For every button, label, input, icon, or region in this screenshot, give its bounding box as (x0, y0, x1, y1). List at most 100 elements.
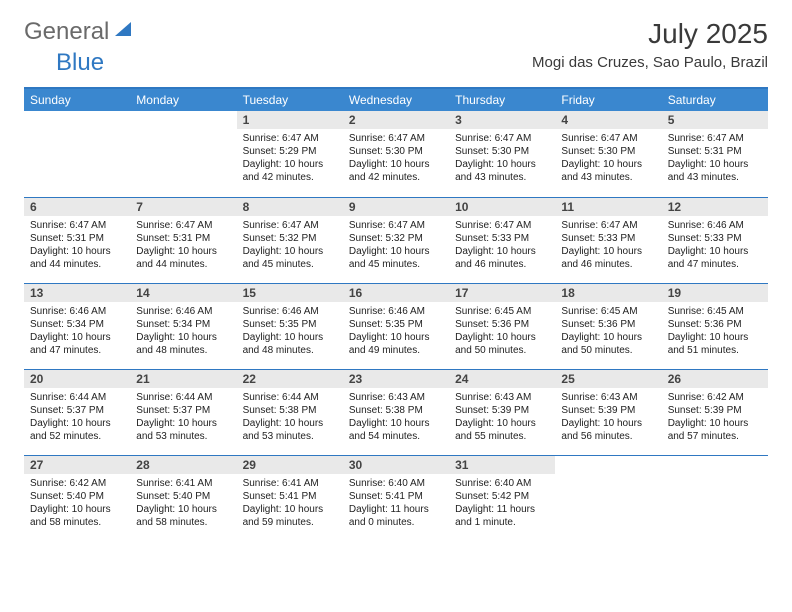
col-monday: Monday (130, 88, 236, 111)
day-details: Sunrise: 6:47 AMSunset: 5:31 PMDaylight:… (24, 216, 130, 275)
day-number: 6 (24, 197, 130, 216)
day-details: Sunrise: 6:40 AMSunset: 5:42 PMDaylight:… (449, 474, 555, 533)
day-header-row: Sunday Monday Tuesday Wednesday Thursday… (24, 88, 768, 111)
sunset-line: Sunset: 5:40 PM (30, 490, 124, 503)
logo-word-1: General (24, 18, 109, 46)
sunset-line: Sunset: 5:33 PM (455, 232, 549, 245)
daylight-line: Daylight: 10 hours and 42 minutes. (349, 158, 443, 184)
sunrise-line: Sunrise: 6:45 AM (455, 305, 549, 318)
calendar-cell: 10Sunrise: 6:47 AMSunset: 5:33 PMDayligh… (449, 197, 555, 283)
calendar-cell: 25Sunrise: 6:43 AMSunset: 5:39 PMDayligh… (555, 369, 661, 455)
sunrise-line: Sunrise: 6:43 AM (561, 391, 655, 404)
sunset-line: Sunset: 5:30 PM (561, 145, 655, 158)
day-details: Sunrise: 6:44 AMSunset: 5:38 PMDaylight:… (237, 388, 343, 447)
day-number: 4 (555, 111, 661, 129)
sunrise-line: Sunrise: 6:42 AM (668, 391, 762, 404)
sunset-line: Sunset: 5:32 PM (349, 232, 443, 245)
col-tuesday: Tuesday (237, 88, 343, 111)
day-details: Sunrise: 6:46 AMSunset: 5:33 PMDaylight:… (662, 216, 768, 275)
daylight-line: Daylight: 11 hours and 1 minute. (455, 503, 549, 529)
day-number: 8 (237, 197, 343, 216)
sunrise-line: Sunrise: 6:40 AM (455, 477, 549, 490)
day-details: Sunrise: 6:43 AMSunset: 5:38 PMDaylight:… (343, 388, 449, 447)
calendar-cell: 17Sunrise: 6:45 AMSunset: 5:36 PMDayligh… (449, 283, 555, 369)
calendar-cell: 6Sunrise: 6:47 AMSunset: 5:31 PMDaylight… (24, 197, 130, 283)
day-number: 30 (343, 455, 449, 474)
col-friday: Friday (555, 88, 661, 111)
calendar-cell: 28Sunrise: 6:41 AMSunset: 5:40 PMDayligh… (130, 455, 236, 541)
calendar-cell: 3Sunrise: 6:47 AMSunset: 5:30 PMDaylight… (449, 111, 555, 197)
col-saturday: Saturday (662, 88, 768, 111)
sunset-line: Sunset: 5:36 PM (668, 318, 762, 331)
day-details: Sunrise: 6:47 AMSunset: 5:29 PMDaylight:… (237, 129, 343, 188)
day-number: 19 (662, 283, 768, 302)
day-number: 26 (662, 369, 768, 388)
day-details: Sunrise: 6:47 AMSunset: 5:32 PMDaylight:… (343, 216, 449, 275)
calendar-cell: 30Sunrise: 6:40 AMSunset: 5:41 PMDayligh… (343, 455, 449, 541)
day-number: 17 (449, 283, 555, 302)
sunrise-line: Sunrise: 6:43 AM (455, 391, 549, 404)
sunset-line: Sunset: 5:39 PM (455, 404, 549, 417)
daylight-line: Daylight: 10 hours and 46 minutes. (455, 245, 549, 271)
day-details: Sunrise: 6:44 AMSunset: 5:37 PMDaylight:… (24, 388, 130, 447)
sunset-line: Sunset: 5:41 PM (243, 490, 337, 503)
logo-sail-icon (113, 20, 133, 45)
sunrise-line: Sunrise: 6:47 AM (349, 132, 443, 145)
daynum-bar-empty (555, 455, 661, 473)
sunrise-line: Sunrise: 6:47 AM (455, 132, 549, 145)
calendar-cell: 4Sunrise: 6:47 AMSunset: 5:30 PMDaylight… (555, 111, 661, 197)
calendar-cell: 19Sunrise: 6:45 AMSunset: 5:36 PMDayligh… (662, 283, 768, 369)
day-details: Sunrise: 6:45 AMSunset: 5:36 PMDaylight:… (662, 302, 768, 361)
calendar-cell: 12Sunrise: 6:46 AMSunset: 5:33 PMDayligh… (662, 197, 768, 283)
daynum-bar-empty (130, 111, 236, 129)
day-number: 21 (130, 369, 236, 388)
sunset-line: Sunset: 5:32 PM (243, 232, 337, 245)
sunrise-line: Sunrise: 6:46 AM (668, 219, 762, 232)
sunrise-line: Sunrise: 6:45 AM (561, 305, 655, 318)
sunrise-line: Sunrise: 6:45 AM (668, 305, 762, 318)
day-number: 16 (343, 283, 449, 302)
calendar-cell: 7Sunrise: 6:47 AMSunset: 5:31 PMDaylight… (130, 197, 236, 283)
daylight-line: Daylight: 10 hours and 47 minutes. (668, 245, 762, 271)
sunset-line: Sunset: 5:30 PM (455, 145, 549, 158)
daylight-line: Daylight: 10 hours and 45 minutes. (349, 245, 443, 271)
sunset-line: Sunset: 5:30 PM (349, 145, 443, 158)
sunset-line: Sunset: 5:39 PM (561, 404, 655, 417)
day-number: 9 (343, 197, 449, 216)
calendar-row: 27Sunrise: 6:42 AMSunset: 5:40 PMDayligh… (24, 455, 768, 541)
sunset-line: Sunset: 5:41 PM (349, 490, 443, 503)
day-number: 18 (555, 283, 661, 302)
daylight-line: Daylight: 10 hours and 47 minutes. (30, 331, 124, 357)
day-details: Sunrise: 6:42 AMSunset: 5:40 PMDaylight:… (24, 474, 130, 533)
daynum-bar-empty (662, 455, 768, 473)
daynum-bar-empty (24, 111, 130, 129)
day-details: Sunrise: 6:47 AMSunset: 5:30 PMDaylight:… (343, 129, 449, 188)
daylight-line: Daylight: 10 hours and 43 minutes. (668, 158, 762, 184)
calendar-cell: 27Sunrise: 6:42 AMSunset: 5:40 PMDayligh… (24, 455, 130, 541)
day-details: Sunrise: 6:41 AMSunset: 5:40 PMDaylight:… (130, 474, 236, 533)
day-details: Sunrise: 6:43 AMSunset: 5:39 PMDaylight:… (449, 388, 555, 447)
day-details: Sunrise: 6:47 AMSunset: 5:30 PMDaylight:… (555, 129, 661, 188)
sunset-line: Sunset: 5:34 PM (136, 318, 230, 331)
day-number: 12 (662, 197, 768, 216)
day-details: Sunrise: 6:43 AMSunset: 5:39 PMDaylight:… (555, 388, 661, 447)
day-number: 3 (449, 111, 555, 129)
sunset-line: Sunset: 5:38 PM (243, 404, 337, 417)
day-number: 25 (555, 369, 661, 388)
daylight-line: Daylight: 10 hours and 54 minutes. (349, 417, 443, 443)
sunrise-line: Sunrise: 6:47 AM (561, 219, 655, 232)
day-details: Sunrise: 6:46 AMSunset: 5:35 PMDaylight:… (343, 302, 449, 361)
day-details: Sunrise: 6:47 AMSunset: 5:33 PMDaylight:… (449, 216, 555, 275)
sunset-line: Sunset: 5:36 PM (455, 318, 549, 331)
sunrise-line: Sunrise: 6:40 AM (349, 477, 443, 490)
day-number: 10 (449, 197, 555, 216)
daylight-line: Daylight: 10 hours and 45 minutes. (243, 245, 337, 271)
sunrise-line: Sunrise: 6:47 AM (243, 219, 337, 232)
calendar-row: 13Sunrise: 6:46 AMSunset: 5:34 PMDayligh… (24, 283, 768, 369)
day-number: 28 (130, 455, 236, 474)
day-details: Sunrise: 6:47 AMSunset: 5:31 PMDaylight:… (130, 216, 236, 275)
sunset-line: Sunset: 5:35 PM (243, 318, 337, 331)
daylight-line: Daylight: 10 hours and 58 minutes. (30, 503, 124, 529)
sunset-line: Sunset: 5:29 PM (243, 145, 337, 158)
daylight-line: Daylight: 10 hours and 48 minutes. (243, 331, 337, 357)
